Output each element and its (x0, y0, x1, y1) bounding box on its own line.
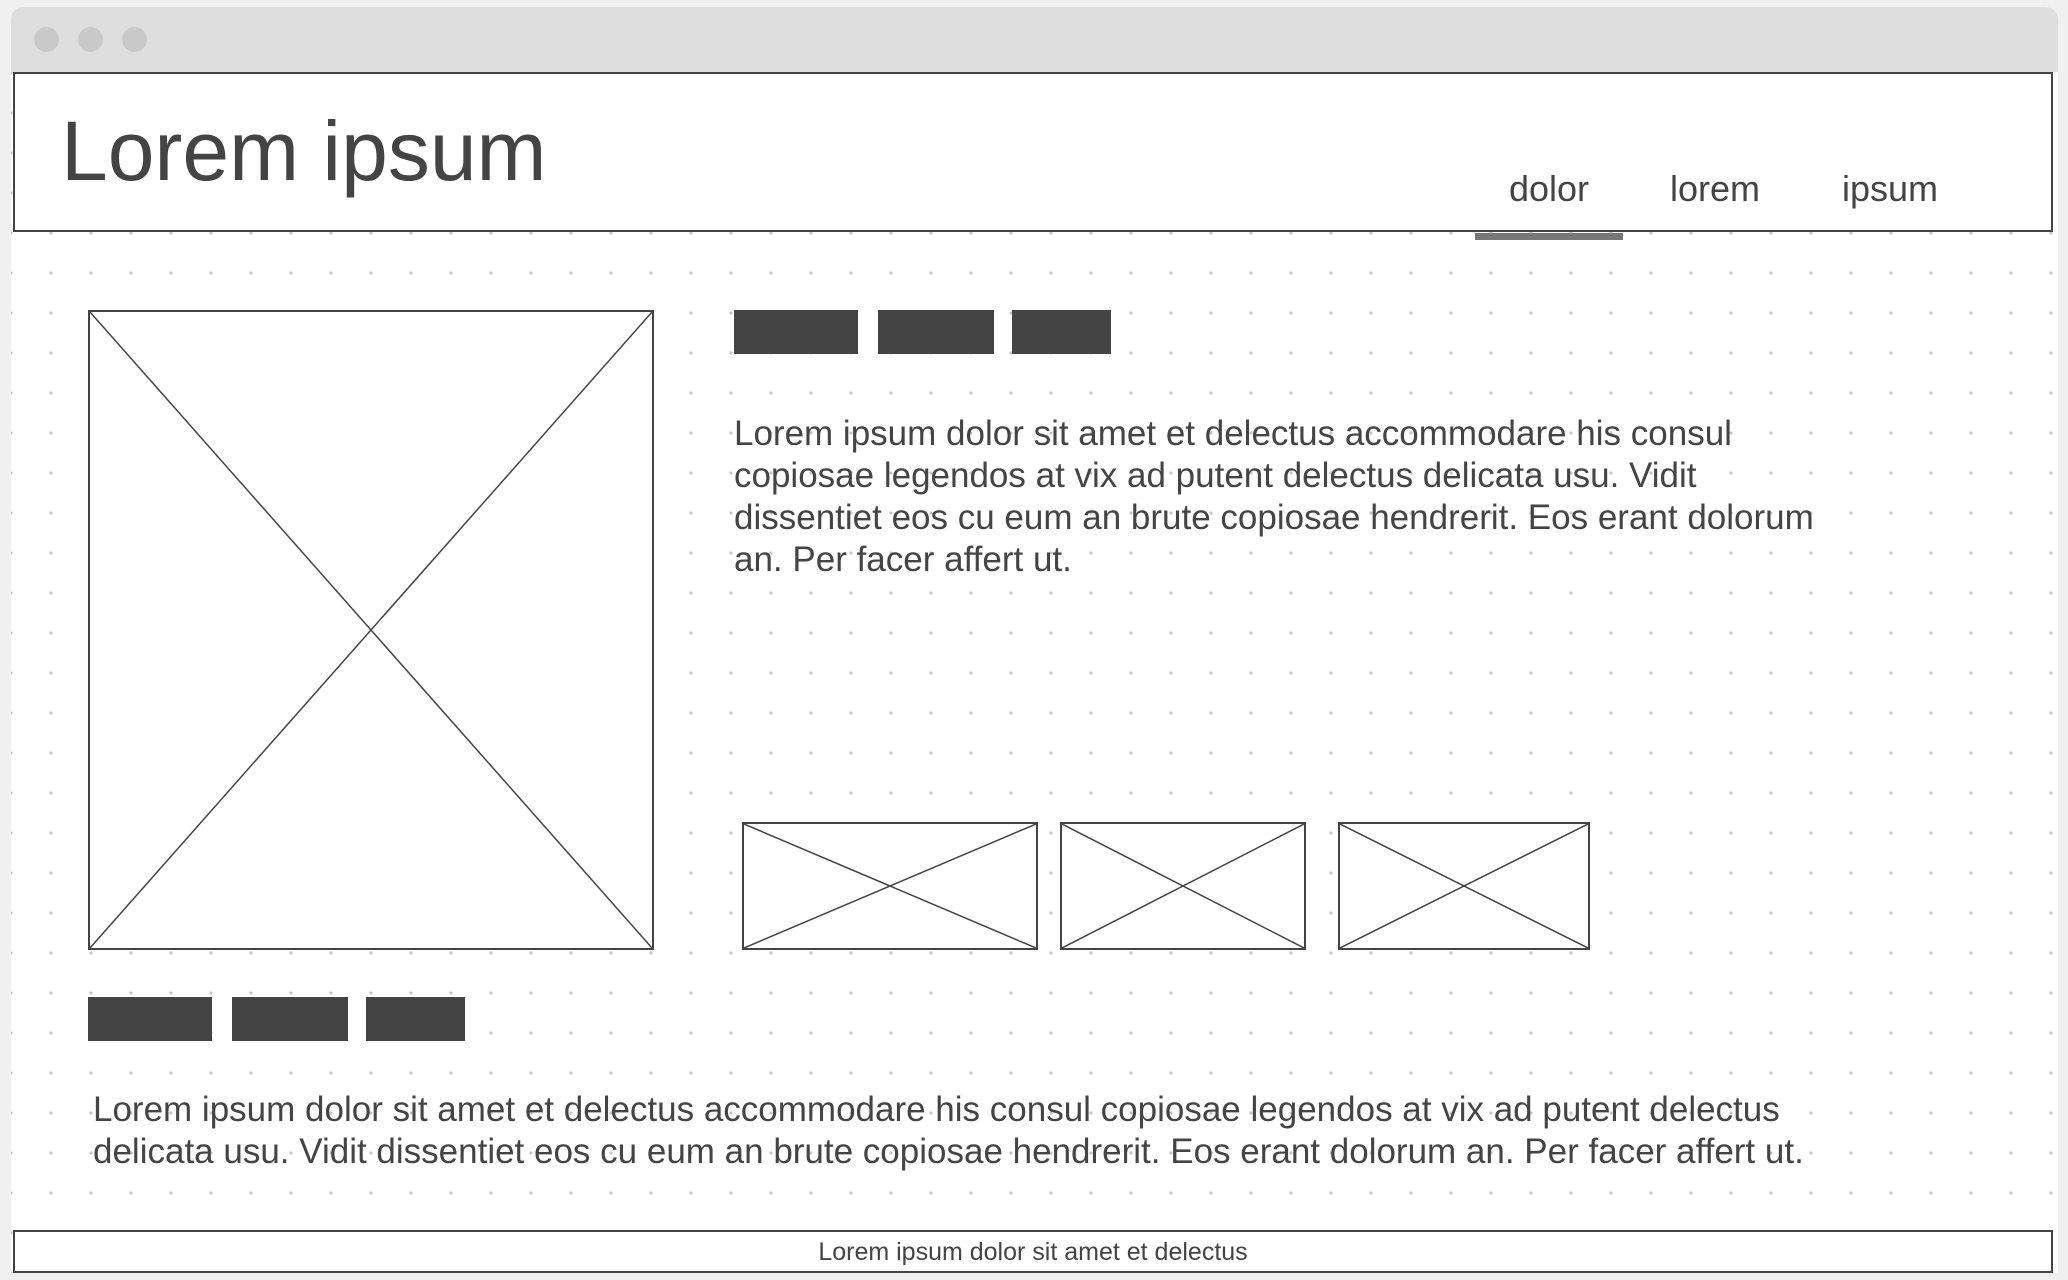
page-canvas (11, 72, 2058, 1273)
thumbnail-placeholder[interactable] (1060, 822, 1306, 950)
tag-block[interactable] (1012, 310, 1111, 354)
window-titlebar (11, 7, 2058, 72)
tag-block[interactable] (878, 310, 994, 354)
thumbnail-placeholder[interactable] (1338, 822, 1590, 950)
image-placeholder-icon (744, 824, 1036, 948)
description-text: Lorem ipsum dolor sit amet et delectus a… (734, 414, 1814, 579)
nav-tab-label: lorem (1669, 168, 1761, 209)
site-header: Lorem ipsum dolor lorem ipsum (13, 72, 2053, 240)
body-text: Lorem ipsum dolor sit amet et delectus a… (93, 1090, 1804, 1171)
window-close-dot[interactable] (34, 27, 59, 52)
tag-block[interactable] (734, 310, 858, 354)
tag-block[interactable] (366, 997, 465, 1041)
tag-block[interactable] (88, 997, 212, 1041)
nav-tab-dolor[interactable]: dolor (1475, 168, 1623, 240)
nav-tab-lorem[interactable]: lorem (1655, 168, 1775, 232)
thumbnail-placeholder[interactable] (742, 822, 1038, 950)
tag-block[interactable] (232, 997, 348, 1041)
window-minimize-dot[interactable] (78, 27, 103, 52)
footer-text: Lorem ipsum dolor sit amet et delectus (818, 1238, 1248, 1266)
browser-window: Lorem ipsum dolor lorem ipsum Lorem ipsu… (11, 7, 2058, 1273)
site-footer: Lorem ipsum dolor sit amet et delectus (13, 1230, 2053, 1273)
nav-tab-label: dolor (1508, 168, 1590, 209)
image-placeholder-icon (90, 312, 652, 948)
image-placeholder-icon (1340, 824, 1588, 948)
nav-tab-ipsum[interactable]: ipsum (1830, 168, 1950, 232)
nav-tab-label: ipsum (1841, 168, 1939, 209)
main-image-placeholder (88, 310, 654, 950)
site-title: Lorem ipsum (61, 104, 547, 198)
image-placeholder-icon (1062, 824, 1304, 948)
window-maximize-dot[interactable] (122, 27, 147, 52)
